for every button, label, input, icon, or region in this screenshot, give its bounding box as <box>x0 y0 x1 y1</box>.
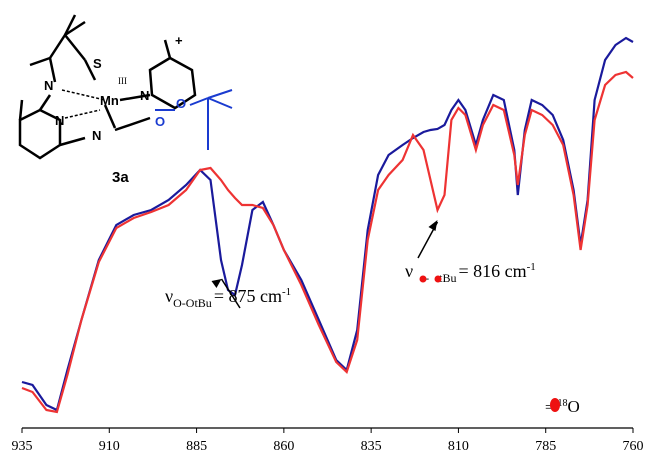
arrow <box>220 278 241 309</box>
x-tick-label: 935 <box>12 439 33 454</box>
atom: N <box>55 113 64 128</box>
annotation: ν - tBu = 816 cm-1 <box>405 261 536 285</box>
molecule: + S Mn III N N N N O O 3a <box>18 14 233 186</box>
bond <box>189 97 209 106</box>
annotation-sub: O-OtBu <box>173 296 212 310</box>
legend: = 18O <box>545 397 580 416</box>
legend-text: O <box>567 397 579 416</box>
ring <box>18 108 62 160</box>
bond <box>29 56 51 67</box>
compound-label: 3a <box>112 169 129 186</box>
charge: + <box>175 33 183 48</box>
bond <box>103 104 117 129</box>
atom: N <box>44 78 53 93</box>
ring <box>148 56 197 110</box>
atom: O <box>176 96 186 111</box>
spectrum-line <box>21 70 634 414</box>
bond <box>114 116 151 132</box>
legend-eq: = <box>545 400 553 416</box>
bond <box>48 32 86 61</box>
bond <box>119 93 151 102</box>
bond <box>59 136 86 147</box>
bond <box>18 99 24 121</box>
x-tick-label: 760 <box>623 439 644 454</box>
annotation: νO-OtBu = 875 cm-1 <box>165 286 291 310</box>
bond <box>64 20 86 37</box>
legend-sup: 18 <box>557 398 567 409</box>
arrowhead <box>428 220 438 231</box>
x-tick-label: 810 <box>448 439 469 454</box>
atom: N <box>140 88 149 103</box>
annotation-sup: -1 <box>282 286 291 298</box>
annotation-symbol: ν <box>165 286 173 306</box>
annotation-sup: -1 <box>527 261 536 273</box>
spectrum-line <box>21 36 634 412</box>
annotation-sub: - <box>425 271 429 285</box>
annotation-text: = 875 cm <box>214 286 282 306</box>
annotation-symbol: ν <box>405 261 413 281</box>
x-tick-label: 785 <box>535 439 556 454</box>
x-tick-label: 910 <box>99 439 120 454</box>
annotation-text: = 816 cm <box>458 261 526 281</box>
bond <box>83 59 97 81</box>
o18-dot <box>434 275 442 283</box>
annotation-sub: tBu <box>439 271 456 285</box>
bond <box>207 97 233 109</box>
bond <box>207 89 233 99</box>
x-tick-label: 885 <box>186 439 207 454</box>
x-tick-label: 835 <box>361 439 382 454</box>
bond <box>48 57 57 83</box>
bond <box>64 109 101 119</box>
bond <box>38 94 52 111</box>
x-tick-label: 860 <box>273 439 294 454</box>
bond <box>63 14 77 36</box>
atom: O <box>155 114 165 129</box>
atom: N <box>92 128 101 143</box>
arrowhead <box>211 279 222 288</box>
legend-dot <box>550 398 560 412</box>
atom: Mn <box>100 93 119 108</box>
bond <box>163 39 172 59</box>
o18-dot <box>419 275 427 283</box>
atom: III <box>118 76 127 86</box>
atom: S <box>93 56 102 71</box>
bond <box>61 89 106 101</box>
